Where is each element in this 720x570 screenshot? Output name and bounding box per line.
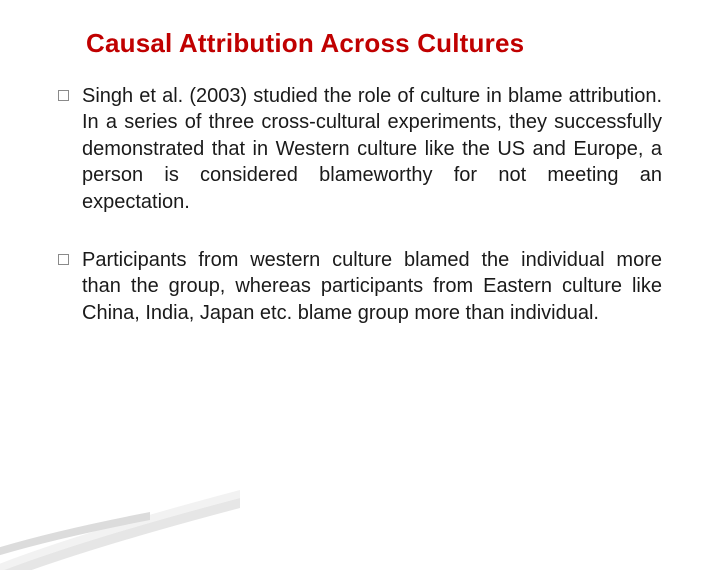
bullet-list: Singh et al. (2003) studied the role of … [58,83,662,326]
corner-decoration-icon [0,430,250,570]
slide: Causal Attribution Across Cultures Singh… [0,0,720,540]
slide-title: Causal Attribution Across Cultures [86,28,662,59]
list-item: Singh et al. (2003) studied the role of … [58,83,662,215]
list-item: Participants from western culture blamed… [58,247,662,326]
